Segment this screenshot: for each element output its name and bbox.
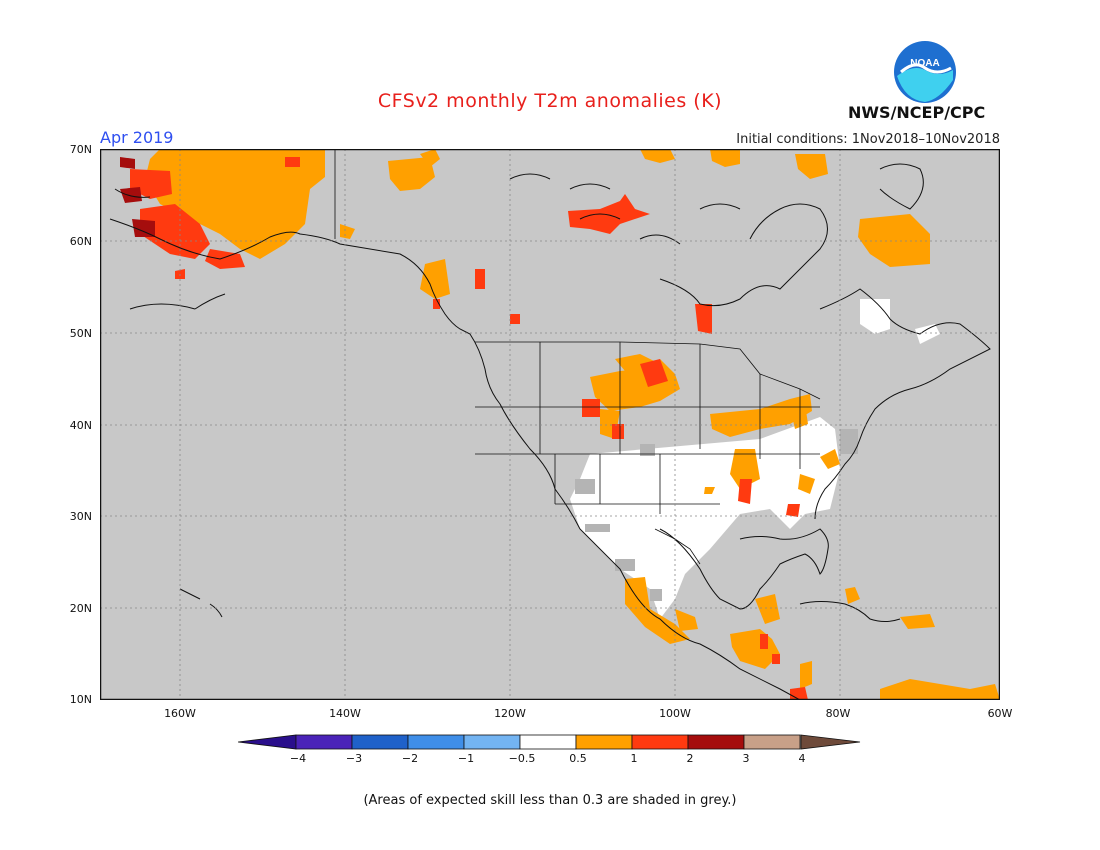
warm-anomaly-1-2: [130, 157, 808, 700]
colorbar-label: −2: [401, 752, 419, 765]
lat-label-40n: 40N: [69, 419, 92, 432]
lat-label-50n: 50N: [69, 327, 92, 340]
lon-label-80w: 80W: [825, 707, 851, 720]
colorbar-segment: [575, 734, 633, 750]
colorbar-label: 2: [686, 752, 694, 765]
colorbar-label: 1: [630, 752, 638, 765]
colorbar-label: 0.5: [569, 752, 587, 765]
forecast-period: Apr 2019: [100, 128, 174, 147]
lon-label-140w: 140W: [329, 707, 361, 720]
colorbar-low-arrow: [238, 734, 297, 750]
lat-label-20n: 20N: [69, 602, 92, 615]
skill-footnote: (Areas of expected skill less than 0.3 a…: [363, 793, 737, 808]
colorbar-segment: [687, 734, 745, 750]
colorbar-label: −1: [457, 752, 475, 765]
anomaly-map: [100, 149, 1000, 700]
map-title: CFSv2 monthly T2m anomalies (K): [377, 90, 723, 112]
lon-label-120w: 120W: [494, 707, 526, 720]
lon-label-60w: 60W: [987, 707, 1013, 720]
neutral-areas: [185, 151, 940, 619]
colorbar-segment: [295, 734, 353, 750]
warm-anomaly-05-1: [145, 149, 1000, 700]
lat-label-10n: 10N: [69, 693, 92, 706]
coastlines: [109, 163, 991, 700]
colorbar-label: 3: [742, 752, 750, 765]
colorbar-segment: [631, 734, 689, 750]
low-skill-patches: [575, 429, 858, 601]
colorbar-segment: [463, 734, 521, 750]
initial-conditions: Initial conditions: 1Nov2018–10Nov2018: [736, 132, 1000, 147]
colorbar-label: −3: [345, 752, 363, 765]
colorbar-segment: [743, 734, 801, 750]
colorbar-label: −4: [289, 752, 307, 765]
lat-label-70n: 70N: [69, 143, 92, 156]
agency-label: NWS/NCEP/CPC: [848, 103, 986, 122]
noaa-logo: NOAA: [893, 40, 957, 108]
political-boundaries: [334, 149, 821, 565]
lon-label-100w: 100W: [659, 707, 691, 720]
graticule: [100, 149, 1000, 700]
map-frame: [100, 149, 1000, 700]
warm-anomaly-2-3: [120, 157, 155, 237]
colorbar-segment: [519, 734, 577, 750]
svg-text:NOAA: NOAA: [910, 58, 939, 69]
colorbar-label: −0.5: [508, 752, 536, 765]
colorbar-segment: [407, 734, 465, 750]
lat-label-60n: 60N: [69, 235, 92, 248]
colorbar-segment: [351, 734, 409, 750]
lat-label-30n: 30N: [69, 510, 92, 523]
lon-label-160w: 160W: [164, 707, 196, 720]
colorbar-label: 4: [798, 752, 806, 765]
colorbar: [238, 734, 861, 750]
colorbar-high-arrow: [800, 734, 861, 750]
